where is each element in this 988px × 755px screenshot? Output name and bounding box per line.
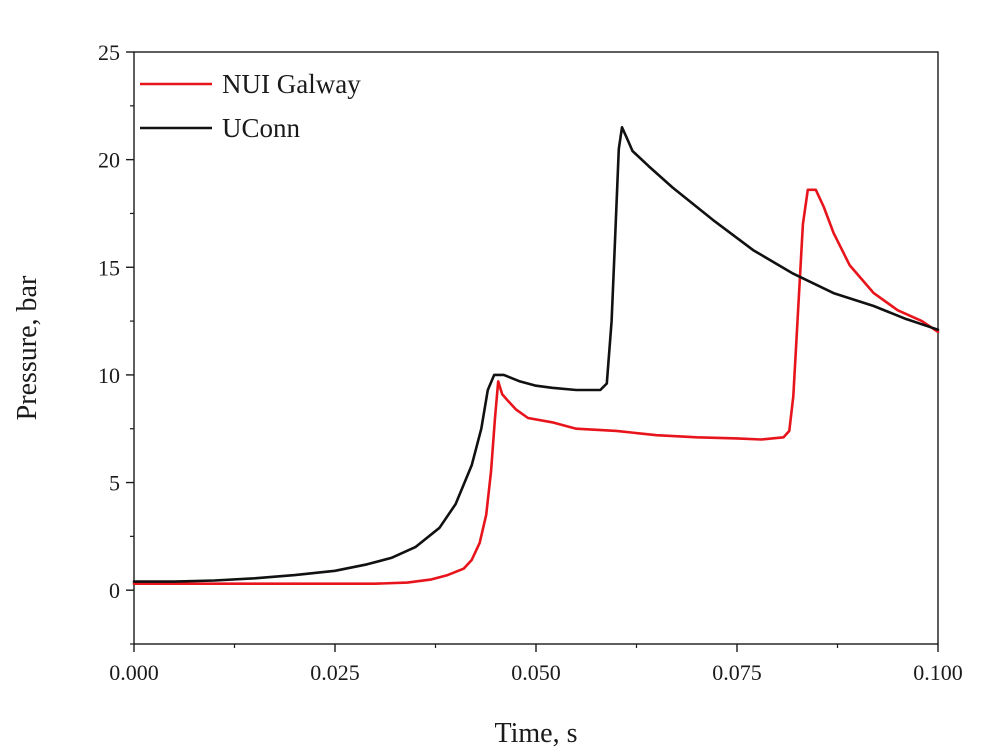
x-axis-title: Time, s [494,718,577,749]
legend-label: UConn [222,113,301,143]
y-tick-label: 5 [109,471,120,496]
legend-label: NUI Galway [222,69,361,99]
y-axis-title: Pressure, bar [12,275,43,420]
legend: NUI Galway UConn [140,69,361,143]
y-tick-label: 25 [98,40,120,65]
x-tick-label: 0.075 [712,660,762,685]
y-tick-label: 20 [98,148,120,173]
y-tick-label: 15 [98,255,120,280]
series-line-uconn [132,126,940,583]
x-tick-label: 0.050 [511,660,561,685]
y-tick-label: 0 [109,578,120,603]
series-layer [132,126,940,585]
y-tick-label: 10 [98,363,120,388]
y-axis: 0 5 10 15 20 25 [98,40,134,645]
series-line-nui-galway [132,188,940,585]
x-tick-label: 0.000 [109,660,159,685]
x-axis: 0.000 0.025 0.050 0.075 0.100 [109,644,963,685]
x-tick-label: 0.025 [310,660,360,685]
x-tick-label: 0.100 [913,660,963,685]
